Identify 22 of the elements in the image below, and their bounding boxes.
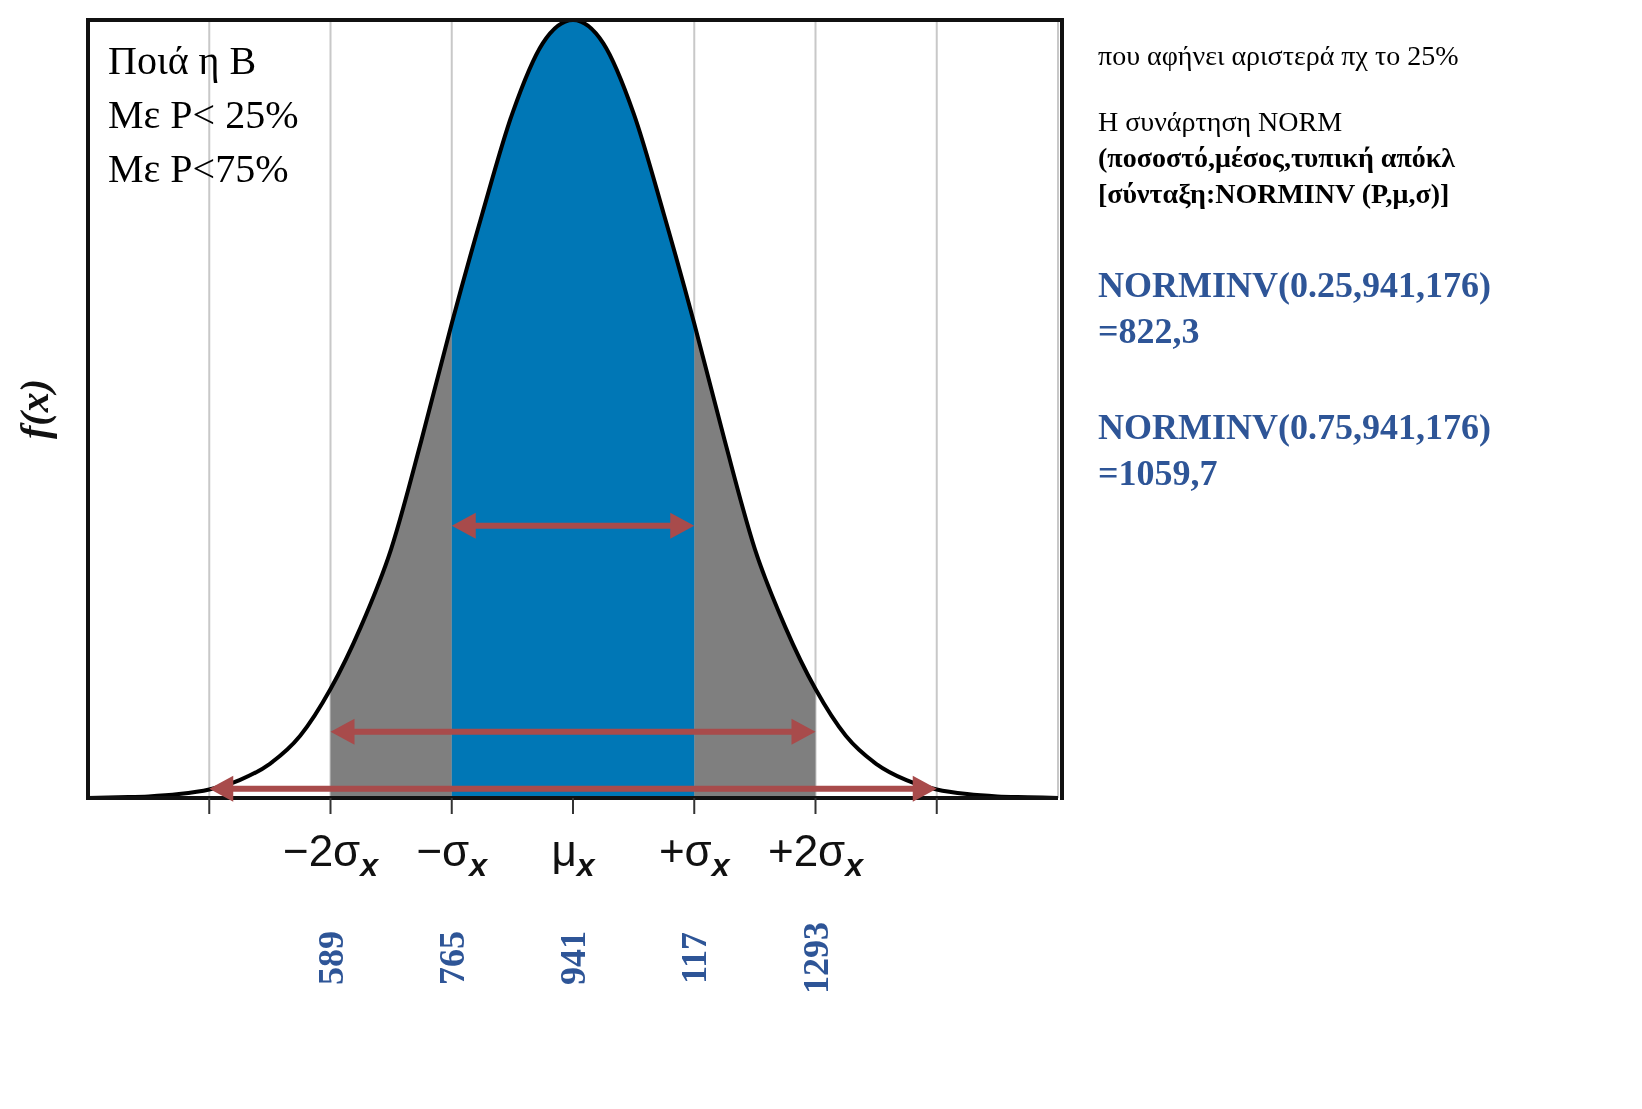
annotation: Με P<75%	[108, 145, 290, 193]
x-tick-label: μ$_{x}$	[551, 826, 596, 883]
text: Η συνάρτηση NORM	[1098, 105, 1344, 139]
annotation: Ποιά η Β	[108, 37, 258, 85]
text: 589	[310, 931, 351, 985]
x-tick-label: +2σ$_{x}$	[767, 826, 865, 883]
text: =1059,7	[1098, 452, 1219, 495]
y-axis-title: f(x)	[12, 379, 57, 439]
text: που αφήνει αριστερά πχ το 25%	[1098, 39, 1460, 73]
text: (ποσοστό,μέσος,τυπική απόκλ	[1098, 141, 1457, 175]
text: 1293	[795, 922, 836, 994]
text: =822,3	[1098, 310, 1201, 353]
text: NORMINV(0.75,941,176)	[1098, 406, 1492, 449]
annotation: Με P< 25%	[108, 91, 299, 139]
text: [σύνταξη:NORMINV (P,μ,σ)]	[1098, 177, 1451, 211]
x-tick-label: +σ$_{x}$	[658, 826, 731, 883]
x-tick-label: −2σ$_{x}$	[282, 826, 380, 883]
text: 941	[553, 931, 593, 985]
text: NORMINV(0.25,941,176)	[1098, 264, 1492, 307]
x-tick-label: −σ$_{x}$	[416, 826, 489, 883]
text: 765	[431, 931, 472, 985]
text: 117	[674, 931, 715, 985]
